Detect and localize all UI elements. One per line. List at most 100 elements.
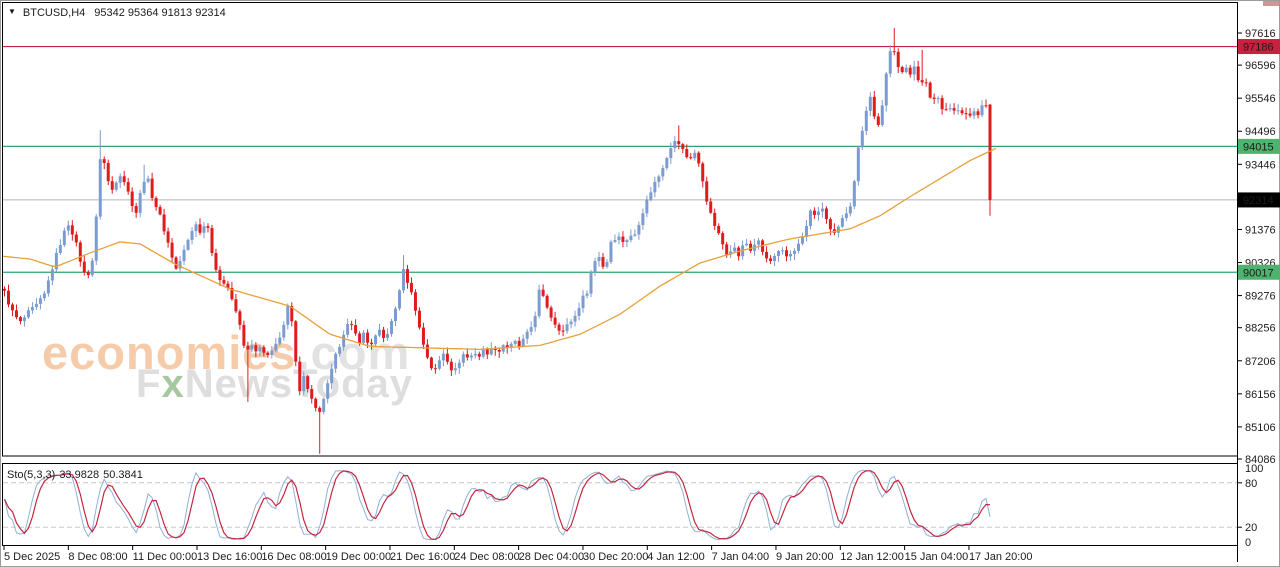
candle-body: [342, 334, 346, 347]
date-label: 8 Dec 08:00: [68, 551, 127, 563]
candle-body: [836, 226, 840, 233]
candle-body: [493, 348, 497, 351]
price-badge-label: 94015: [1243, 141, 1274, 153]
candle-body: [358, 333, 362, 343]
candle-body: [940, 98, 944, 110]
candle-body: [924, 82, 928, 84]
candle-body: [401, 269, 405, 291]
candle-body: [505, 345, 509, 348]
candle-body: [214, 253, 218, 270]
date-label: 21 Dec 16:00: [390, 551, 455, 563]
candle-body: [437, 360, 441, 369]
candle-body: [246, 345, 250, 350]
price-badge: [1238, 264, 1280, 280]
candle-body: [725, 244, 729, 255]
candle-body: [158, 207, 162, 215]
candle-body: [242, 324, 246, 346]
candle-body: [118, 176, 122, 183]
candle-body: [114, 182, 118, 190]
candle-body: [565, 324, 569, 331]
candle-body: [729, 251, 733, 255]
candle-body: [374, 335, 378, 345]
candle-body: [218, 269, 222, 281]
candle-body: [90, 260, 94, 276]
candle-body: [50, 269, 54, 281]
candle-body: [30, 307, 34, 311]
candles-layer: [3, 27, 992, 454]
candle-body: [980, 105, 984, 116]
candle-body: [82, 261, 86, 273]
candle-body: [828, 219, 832, 230]
candle-body: [900, 67, 904, 73]
candle-body: [968, 113, 972, 116]
price-axis-label: 88256: [1245, 323, 1276, 335]
candle-body: [270, 350, 274, 356]
candle-body: [142, 181, 146, 194]
candle-body: [378, 329, 382, 336]
candle-body: [170, 242, 174, 258]
price-axis-label: 84086: [1245, 454, 1276, 466]
candle-body: [852, 181, 856, 207]
candle-body: [405, 269, 409, 283]
candle-body: [984, 105, 988, 107]
candle-body: [769, 258, 773, 262]
candle-body: [960, 110, 964, 114]
candle-body: [10, 304, 14, 311]
candle-body: [856, 147, 860, 182]
price-axis-label: 95546: [1245, 93, 1276, 105]
watermark-x-mark: x: [161, 362, 185, 406]
indicator-main-value: 33.9828: [59, 469, 100, 481]
candle-body: [545, 295, 549, 308]
candle-body: [3, 288, 6, 291]
candle-body: [294, 321, 298, 362]
candle-body: [489, 348, 493, 355]
candle-body: [42, 293, 46, 299]
candle-body: [477, 353, 481, 357]
candle-body: [773, 255, 777, 262]
candle-body: [908, 67, 912, 75]
candle-body: [326, 383, 330, 399]
date-label: 24 Dec 08:00: [454, 551, 519, 563]
candle-body: [972, 111, 976, 116]
candle-body: [62, 230, 66, 246]
candle-body: [182, 249, 186, 262]
candle-body: [429, 357, 433, 369]
candle-body: [789, 253, 793, 257]
candle-body: [346, 324, 350, 335]
candle-body: [130, 191, 134, 207]
candle-body: [206, 226, 210, 228]
candle-body: [705, 181, 709, 202]
candle-body: [864, 110, 868, 131]
candle-body: [66, 225, 70, 231]
candle-body: [334, 353, 338, 369]
candle-body: [449, 361, 453, 371]
candle-body: [238, 311, 242, 325]
candle-body: [102, 159, 106, 164]
candle-body: [409, 282, 413, 293]
candle-body: [709, 201, 713, 213]
candle-body: [469, 355, 473, 358]
candle-body: [509, 343, 513, 348]
candle-body: [481, 348, 485, 357]
candle-body: [792, 250, 796, 254]
candle-body: [677, 141, 681, 145]
candle-body: [549, 307, 553, 318]
candle-body: [98, 159, 102, 217]
symbol-dropdown-icon[interactable]: ▼: [8, 7, 16, 16]
date-label: 4 Jan 12:00: [647, 551, 705, 563]
date-label: 28 Dec 04:00: [519, 551, 584, 563]
date-label: 9 Jan 20:00: [776, 551, 834, 563]
date-label: 15 Jan 04:00: [905, 551, 969, 563]
candle-body: [868, 96, 872, 111]
candle-body: [956, 110, 960, 112]
candle-body: [350, 324, 354, 326]
candle-body: [824, 208, 828, 220]
candle-body: [689, 157, 693, 159]
candle-body: [525, 331, 529, 339]
candle-body: [749, 243, 753, 251]
watermark-f-text: F: [136, 362, 162, 406]
candle-body: [521, 338, 525, 347]
candle-body: [649, 192, 653, 200]
candle-body: [840, 218, 844, 227]
